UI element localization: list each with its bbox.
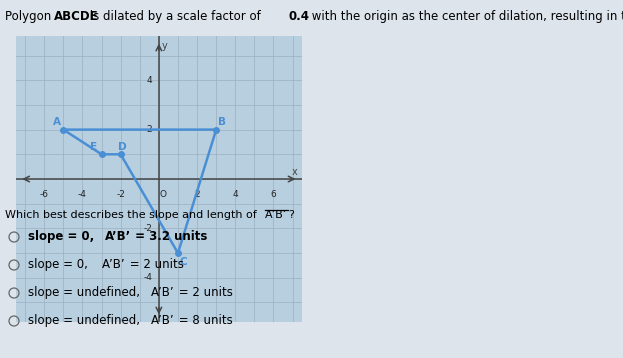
Text: = 2 units: = 2 units xyxy=(126,258,184,271)
Text: D: D xyxy=(118,142,127,152)
Text: y: y xyxy=(162,41,168,51)
Text: Polygon: Polygon xyxy=(5,10,55,23)
Text: = 8 units: = 8 units xyxy=(175,314,233,327)
Text: 0.4: 0.4 xyxy=(289,10,310,23)
Text: A’B’: A’B’ xyxy=(151,314,174,327)
Text: E: E xyxy=(90,142,97,152)
Text: -2: -2 xyxy=(143,224,152,233)
Text: -6: -6 xyxy=(40,190,49,199)
Text: 6: 6 xyxy=(270,190,277,199)
Text: slope = 0,: slope = 0, xyxy=(28,230,103,243)
Text: 4: 4 xyxy=(232,190,238,199)
Text: A: A xyxy=(53,117,60,127)
Text: x: x xyxy=(292,166,297,176)
Text: slope = undefined,: slope = undefined, xyxy=(28,286,148,299)
Text: A’B’: A’B’ xyxy=(102,258,125,271)
Text: slope = undefined,: slope = undefined, xyxy=(28,314,148,327)
Text: A’B’: A’B’ xyxy=(151,286,174,299)
Text: O: O xyxy=(159,190,166,199)
Text: ?: ? xyxy=(288,210,294,220)
Text: Which best describes the slope and length of: Which best describes the slope and lengt… xyxy=(5,210,260,220)
Text: 2: 2 xyxy=(194,190,200,199)
Text: 2: 2 xyxy=(146,125,152,134)
Text: -2: -2 xyxy=(117,190,125,199)
Text: = 2 units: = 2 units xyxy=(175,286,233,299)
Text: -4: -4 xyxy=(143,273,152,282)
Text: B: B xyxy=(218,117,226,127)
Text: = 3.2 units: = 3.2 units xyxy=(131,230,207,243)
Text: with the origin as the center of dilation, resulting in the polygon: with the origin as the center of dilatio… xyxy=(308,10,623,23)
Text: ABCDE: ABCDE xyxy=(54,10,98,23)
Text: A’B’: A’B’ xyxy=(265,210,287,220)
Text: slope = 0,: slope = 0, xyxy=(28,258,95,271)
Text: C: C xyxy=(180,257,188,267)
Text: A’B’: A’B’ xyxy=(105,230,131,243)
Text: is dilated by a scale factor of: is dilated by a scale factor of xyxy=(87,10,265,23)
Text: -4: -4 xyxy=(78,190,87,199)
Text: 4: 4 xyxy=(146,76,152,85)
